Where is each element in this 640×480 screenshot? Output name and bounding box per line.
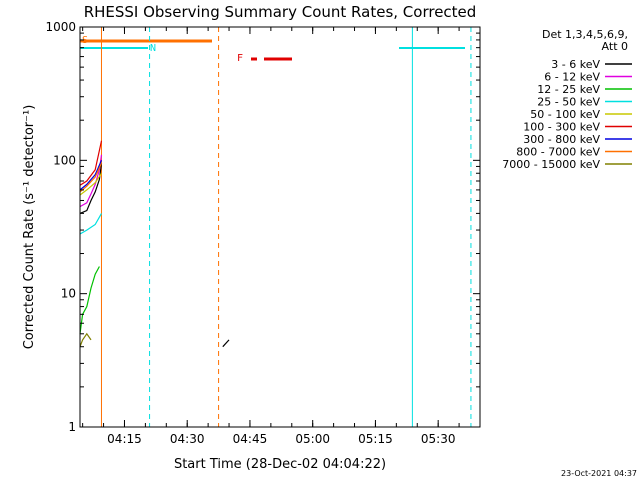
flag-label-s: S xyxy=(82,35,88,46)
legend-entry-label: 100 - 300 keV xyxy=(523,121,600,134)
vertical-markers xyxy=(100,27,472,427)
x-axis-ticks: 04:15 04:30 04:45 05:00 05:15 05:30 xyxy=(82,27,481,446)
plot-frame xyxy=(79,26,481,428)
legend-entry-label: 12 - 25 keV xyxy=(537,83,600,96)
series-lines xyxy=(79,140,230,348)
legend-entry-label: 800 - 7000 keV xyxy=(516,146,600,159)
legend-entry-label: 3 - 6 keV xyxy=(551,58,600,71)
x-tick-label: 04:15 xyxy=(107,432,142,446)
legend-header-line: Det 1,3,4,5,6,9, xyxy=(542,28,628,41)
series-line xyxy=(79,160,103,191)
series-line xyxy=(79,163,103,193)
flag-bars: S N F xyxy=(80,35,465,64)
series-line xyxy=(79,266,100,334)
y-axis-ticks: 1 10 100 1000 xyxy=(45,20,480,434)
legend-entry-label: 300 - 800 keV xyxy=(523,133,600,146)
y-axis-label: Corrected Count Rate (s⁻¹ detector⁻¹) xyxy=(22,105,37,350)
y-tick-label: 1 xyxy=(68,420,76,434)
legend-entry-label: 25 - 50 keV xyxy=(537,96,600,109)
y-tick-label: 10 xyxy=(61,287,76,301)
x-tick-label: 04:45 xyxy=(233,432,268,446)
y-tick-label: 100 xyxy=(53,153,76,167)
series-line xyxy=(79,213,103,235)
flag-label-f: F xyxy=(237,53,243,64)
flag-label-n: N xyxy=(150,43,156,54)
series-line xyxy=(79,140,103,186)
series-line xyxy=(79,332,92,347)
chart-title: RHESSI Observing Summary Count Rates, Co… xyxy=(84,3,477,21)
x-tick-label: 05:00 xyxy=(295,432,330,446)
y-tick-label: 1000 xyxy=(45,20,76,34)
series-line xyxy=(79,172,102,196)
x-axis-label: Start Time (28-Dec-02 04:04:22) xyxy=(174,457,386,472)
legend-entry-label: 50 - 100 keV xyxy=(530,108,600,121)
legend-header-line: Att 0 xyxy=(602,40,628,53)
timestamp: 23-Oct-2021 04:37 xyxy=(561,469,637,478)
legend-entry-label: 6 - 12 keV xyxy=(544,71,600,84)
x-tick-label: 05:15 xyxy=(358,432,393,446)
legend-entry-label: 7000 - 15000 keV xyxy=(502,158,600,171)
series-line xyxy=(222,339,230,348)
x-tick-label: 04:30 xyxy=(170,432,205,446)
x-tick-label: 05:30 xyxy=(421,432,456,446)
